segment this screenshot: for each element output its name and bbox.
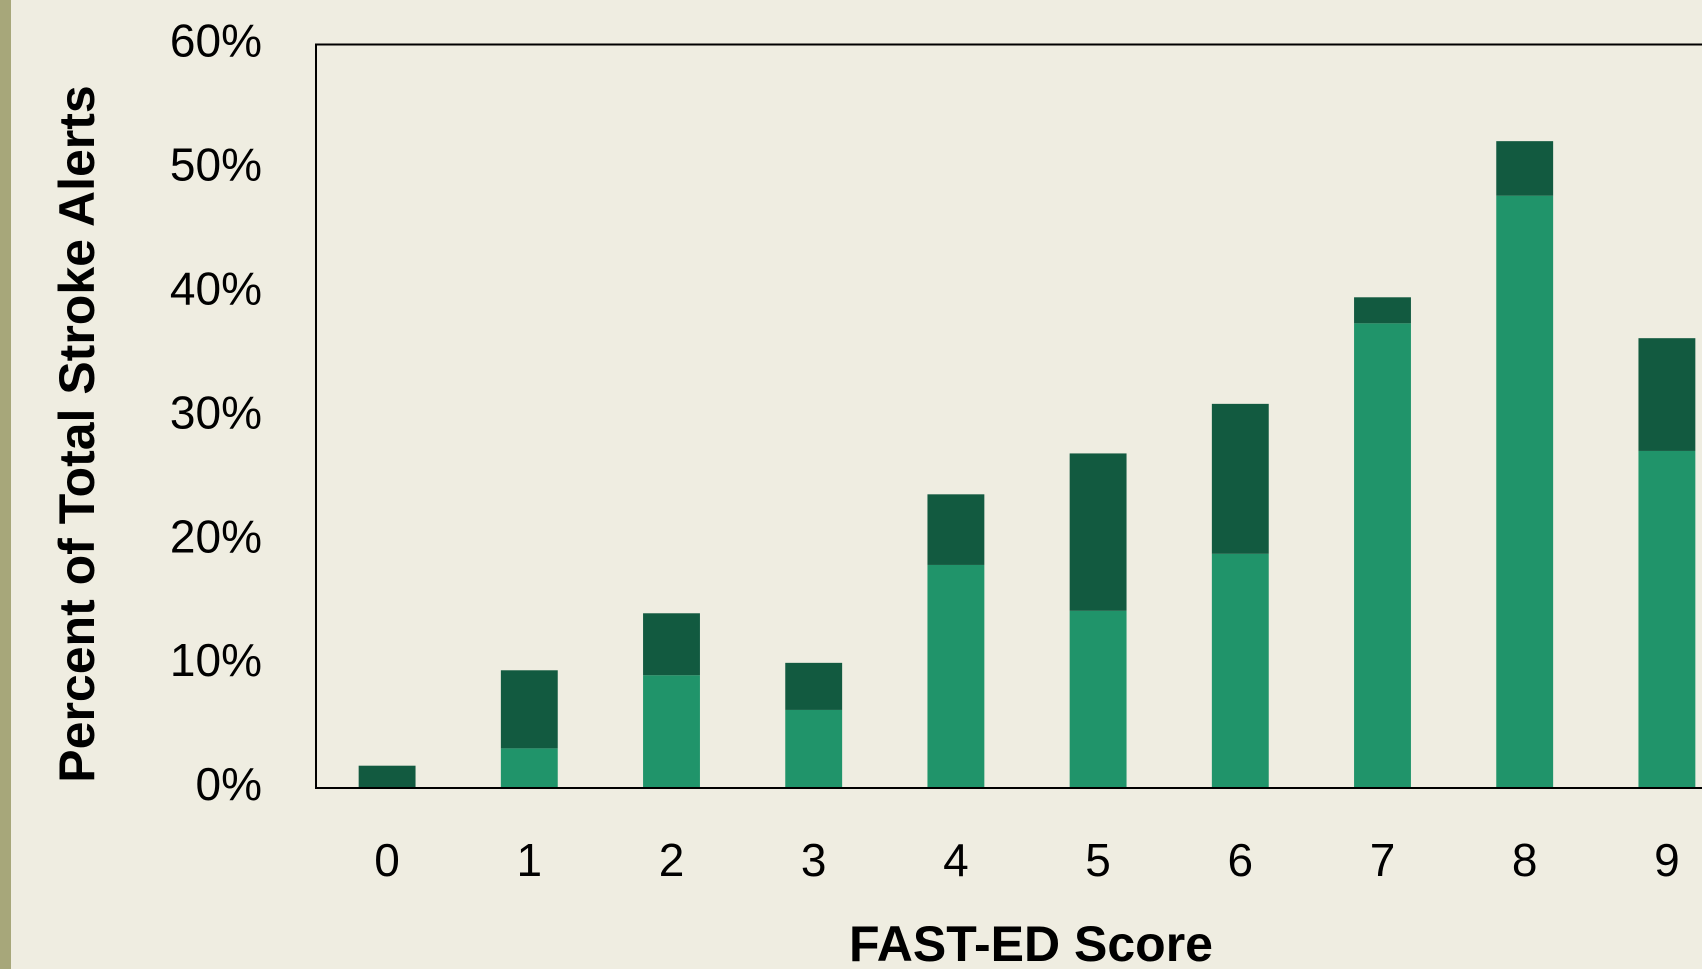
y-axis-title: Percent of Total Stroke Alerts [49,85,105,782]
x-tick-label: 5 [1085,834,1111,886]
x-tick-label: 0 [374,834,400,886]
x-tick-label: 8 [1512,834,1538,886]
bar-segment [358,765,416,788]
bar-segment [927,494,985,565]
y-tick-label: 40% [170,262,262,314]
y-tick-label: 10% [170,634,262,686]
x-tick-label: 4 [943,834,969,886]
x-tick-label: 6 [1228,834,1254,886]
bar-segment [643,613,700,676]
bar-segment [643,675,700,788]
bar-segment [500,748,558,788]
bar-segment [1638,450,1696,788]
y-tick-label: 30% [170,386,262,438]
bar-segment [1354,297,1411,324]
bar-segment [500,670,558,749]
y-tick-label: 0% [196,758,262,810]
bar-segment [1638,338,1696,451]
x-tick-label: 7 [1370,834,1396,886]
x-tick-label: 3 [801,834,827,886]
bar-segment [1069,610,1127,788]
bar-segment [1496,141,1554,196]
bar-segment [1211,403,1269,554]
bar-segment [1069,453,1127,611]
plot-frame [315,43,1702,789]
bar-segment [785,709,843,788]
x-axis-title: FAST-ED Score [849,916,1213,969]
y-tick-label: 60% [170,15,262,67]
side-strip [0,0,11,969]
x-tick-label: 2 [659,834,685,886]
bar-segment [927,564,985,788]
y-tick-label: 20% [170,510,262,562]
bar-segment [785,662,843,710]
y-tick-label: 50% [170,139,262,191]
bar-segment [1496,195,1554,788]
x-tick-label: 1 [517,834,543,886]
bar-segment [1211,553,1269,788]
bar-segment [1354,323,1411,788]
x-tick-label: 9 [1654,834,1680,886]
